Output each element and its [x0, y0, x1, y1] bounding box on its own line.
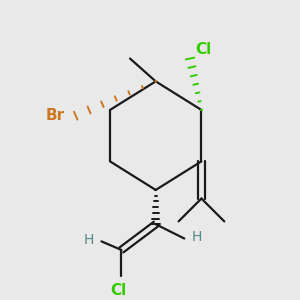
Text: Cl: Cl — [110, 283, 127, 298]
Text: Br: Br — [45, 108, 64, 123]
Text: Cl: Cl — [196, 43, 212, 58]
Text: H: H — [191, 230, 202, 244]
Text: H: H — [84, 233, 94, 247]
